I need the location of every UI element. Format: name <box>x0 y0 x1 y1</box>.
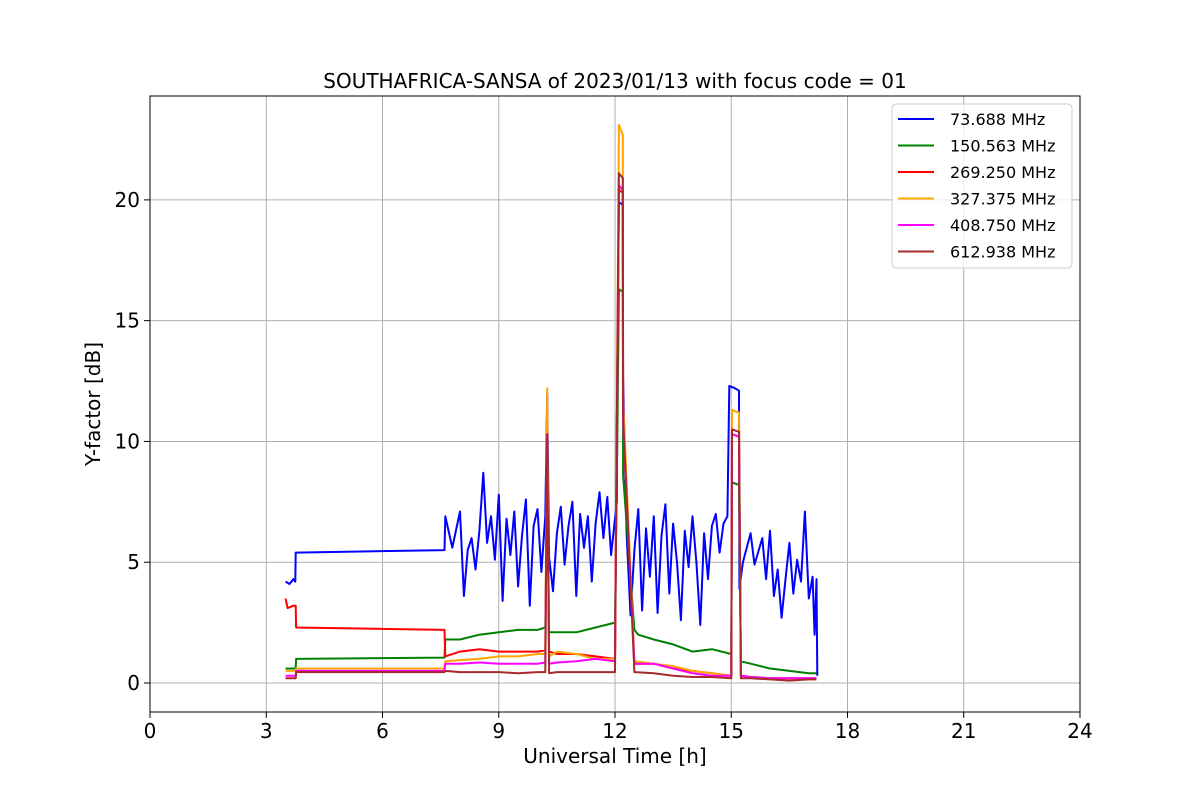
x-axis-label: Universal Time [h] <box>523 744 706 768</box>
series-line-0 <box>285 201 819 676</box>
legend: 73.688 MHz 150.563 MHz 269.250 MHz 327.375 … <box>891 103 1073 269</box>
x-tick-label: 18 <box>835 719 860 743</box>
y-tick-label: 20 <box>115 188 140 212</box>
x-tick-label: 9 <box>492 719 505 743</box>
series-layer <box>284 124 819 682</box>
x-tick-label: 0 <box>144 719 157 743</box>
x-tick-label: 12 <box>602 719 627 743</box>
y-tick-label: 5 <box>127 550 140 574</box>
x-tick-label: 24 <box>1067 719 1092 743</box>
y-axis-label: Y-factor [dB] <box>81 342 105 467</box>
y-tick-label: 15 <box>115 309 140 333</box>
legend-items: 73.688 MHz 150.563 MHz 269.250 MHz 327.375 … <box>898 110 1055 262</box>
x-tick-label: 21 <box>951 719 976 743</box>
y-tick-label: 0 <box>127 671 140 695</box>
chart-title: SOUTHAFRICA-SANSA of 2023/01/13 with foc… <box>323 69 907 93</box>
legend-label-0: 73.688 MHz <box>950 110 1045 129</box>
legend-label-3: 327.375 MHz <box>950 190 1055 209</box>
series-line-5 <box>285 172 817 682</box>
legend-label-5: 612.938 MHz <box>950 243 1055 262</box>
legend-label-1: 150.563 MHz <box>950 137 1055 156</box>
x-tick-label: 6 <box>376 719 389 743</box>
axis-ticks: 0 3 6 9 12 15 18 21 24 0 5 10 15 20 <box>115 188 1093 743</box>
y-tick-label: 10 <box>115 429 140 453</box>
legend-box <box>891 103 1073 269</box>
x-tick-label: 15 <box>719 719 744 743</box>
legend-label-2: 269.250 MHz <box>950 163 1055 182</box>
x-tick-label: 3 <box>260 719 273 743</box>
legend-label-4: 408.750 MHz <box>950 216 1055 235</box>
